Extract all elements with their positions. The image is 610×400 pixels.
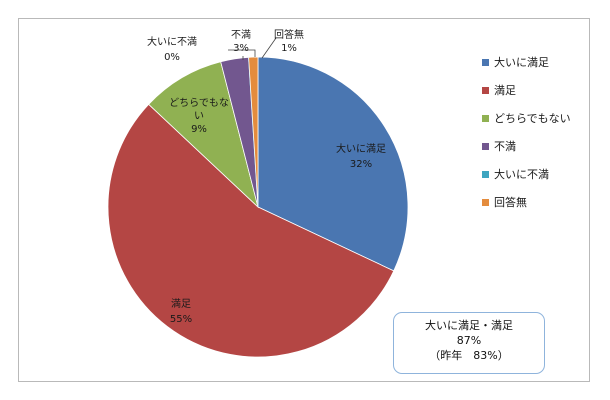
data-label-name-3: 不満 <box>231 29 251 41</box>
pie-slice-1 <box>107 103 395 358</box>
summary-line-3: （昨年 83%） <box>429 349 509 362</box>
legend-label-3: 不満 <box>494 140 516 153</box>
legend-label-5: 回答無 <box>494 195 527 209</box>
data-label-name-2: い <box>194 111 204 122</box>
data-label-name-1: 満足 <box>171 298 191 310</box>
pie-slice-0 <box>257 56 409 272</box>
data-label-value-4: 0% <box>164 52 180 63</box>
data-label-value-2: 9% <box>191 124 207 135</box>
data-label-value-5: 1% <box>281 43 297 54</box>
summary-line-2: 87% <box>456 334 482 347</box>
data-label-value-0: 32% <box>350 159 372 170</box>
legend-swatch-2 <box>482 115 489 122</box>
data-label-name-5: 回答無 <box>274 28 304 41</box>
summary-line-1: 大いに満足・満足 <box>425 319 513 332</box>
legend-label-0: 大いに満足 <box>494 55 549 69</box>
legend-label-2: どちらでもない <box>494 112 571 125</box>
data-label-value-1: 55% <box>170 314 192 325</box>
pie-slice-5 <box>248 56 259 208</box>
legend-swatch-0 <box>482 59 489 66</box>
pie-slice-2 <box>148 61 259 209</box>
legend-swatch-3 <box>482 143 489 150</box>
legend-swatch-5 <box>482 199 489 206</box>
data-label-name-2: どちらでもな <box>169 97 229 109</box>
summary-box: 大いに満足・満足 87% （昨年 83%） <box>393 312 545 374</box>
legend-swatch-1 <box>482 87 489 94</box>
legend-label-4: 大いに不満 <box>494 167 549 181</box>
leader-line-4 <box>228 49 256 57</box>
leader-line-5 <box>261 37 277 59</box>
data-label-name-4: 大いに不満 <box>147 35 197 48</box>
data-label-value-3: 3% <box>233 43 249 54</box>
legend-label-1: 満足 <box>494 84 516 97</box>
data-label-name-0: 大いに満足 <box>336 142 386 155</box>
legend-swatch-4 <box>482 171 489 178</box>
